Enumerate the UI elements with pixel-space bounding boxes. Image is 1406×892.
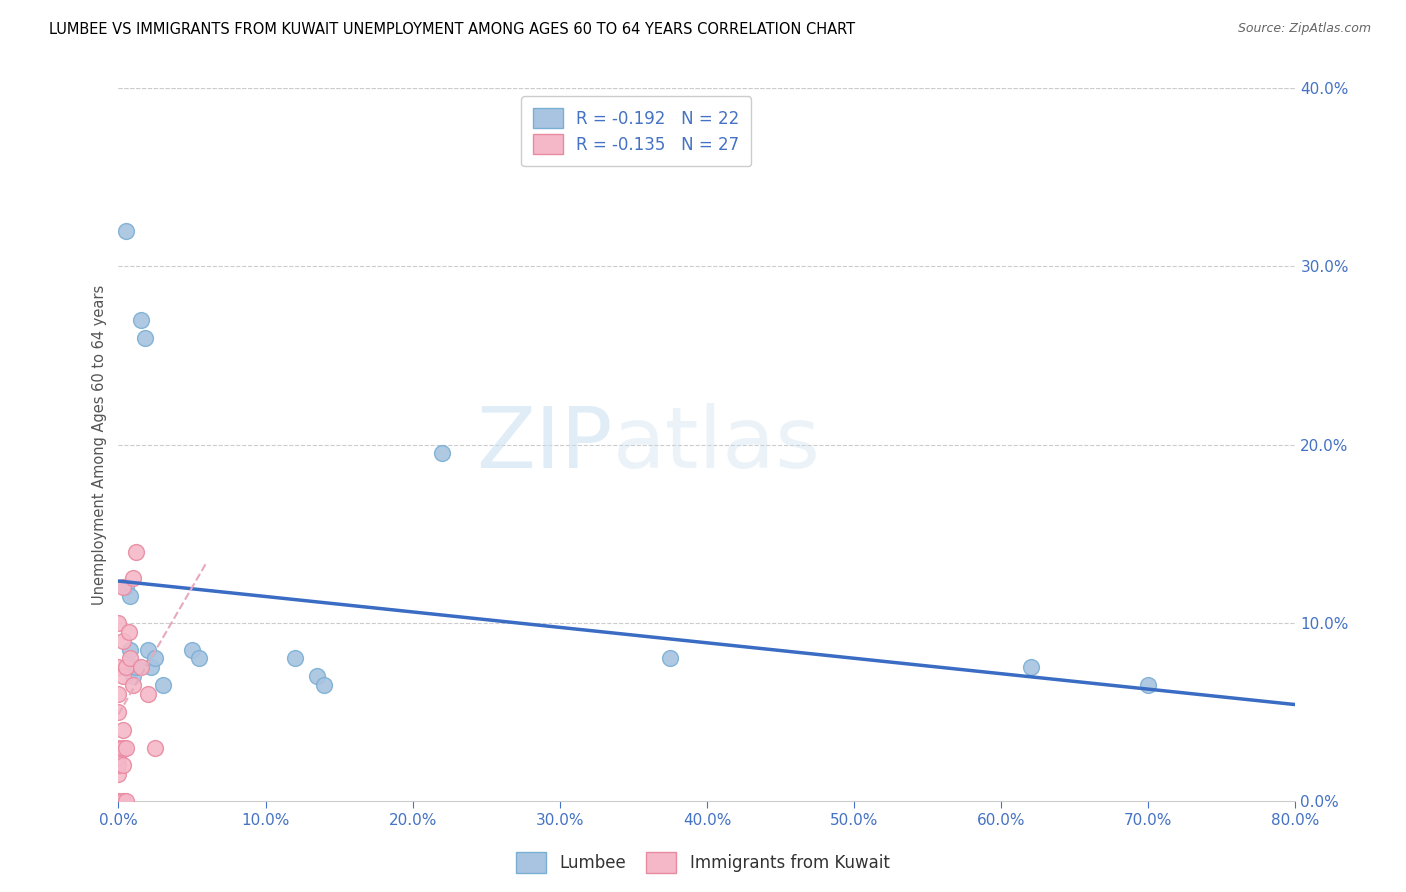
Point — [659, 651, 682, 665]
Point — [107, 794, 129, 808]
Point — [111, 580, 134, 594]
Point — [136, 642, 159, 657]
Point — [111, 669, 134, 683]
Point — [114, 580, 136, 594]
Point — [136, 687, 159, 701]
Point — [111, 794, 134, 808]
Point — [188, 651, 211, 665]
Point — [284, 651, 307, 665]
Legend: Lumbee, Immigrants from Kuwait: Lumbee, Immigrants from Kuwait — [510, 846, 896, 880]
Point — [107, 705, 129, 719]
Point — [111, 758, 134, 772]
Point — [1019, 660, 1042, 674]
Point — [307, 669, 329, 683]
Point — [122, 678, 145, 692]
Point — [111, 723, 134, 737]
Point — [114, 740, 136, 755]
Point — [111, 740, 134, 755]
Point — [107, 615, 129, 630]
Point — [125, 544, 148, 558]
Y-axis label: Unemployment Among Ages 60 to 64 years: Unemployment Among Ages 60 to 64 years — [93, 285, 107, 605]
Point — [122, 669, 145, 683]
Point — [125, 660, 148, 674]
Point — [107, 767, 129, 781]
Text: Source: ZipAtlas.com: Source: ZipAtlas.com — [1237, 22, 1371, 36]
Point — [107, 758, 129, 772]
Point — [139, 660, 162, 674]
Point — [114, 660, 136, 674]
Point — [1137, 678, 1160, 692]
Point — [129, 660, 152, 674]
Point — [314, 678, 336, 692]
Point — [122, 571, 145, 585]
Point — [152, 678, 174, 692]
Legend: R = -0.192   N = 22, R = -0.135   N = 27: R = -0.192 N = 22, R = -0.135 N = 27 — [522, 96, 751, 166]
Point — [114, 223, 136, 237]
Point — [120, 651, 142, 665]
Point — [134, 330, 156, 344]
Point — [143, 651, 166, 665]
Point — [120, 642, 142, 657]
Point — [107, 660, 129, 674]
Point — [107, 687, 129, 701]
Point — [118, 624, 141, 639]
Point — [122, 660, 145, 674]
Point — [111, 633, 134, 648]
Text: LUMBEE VS IMMIGRANTS FROM KUWAIT UNEMPLOYMENT AMONG AGES 60 TO 64 YEARS CORRELAT: LUMBEE VS IMMIGRANTS FROM KUWAIT UNEMPLO… — [49, 22, 855, 37]
Point — [181, 642, 204, 657]
Point — [114, 794, 136, 808]
Point — [120, 589, 142, 603]
Point — [143, 740, 166, 755]
Point — [107, 740, 129, 755]
Point — [107, 749, 129, 764]
Text: ZIP: ZIP — [477, 403, 613, 486]
Point — [430, 446, 453, 460]
Text: atlas: atlas — [613, 403, 821, 486]
Point — [129, 312, 152, 326]
